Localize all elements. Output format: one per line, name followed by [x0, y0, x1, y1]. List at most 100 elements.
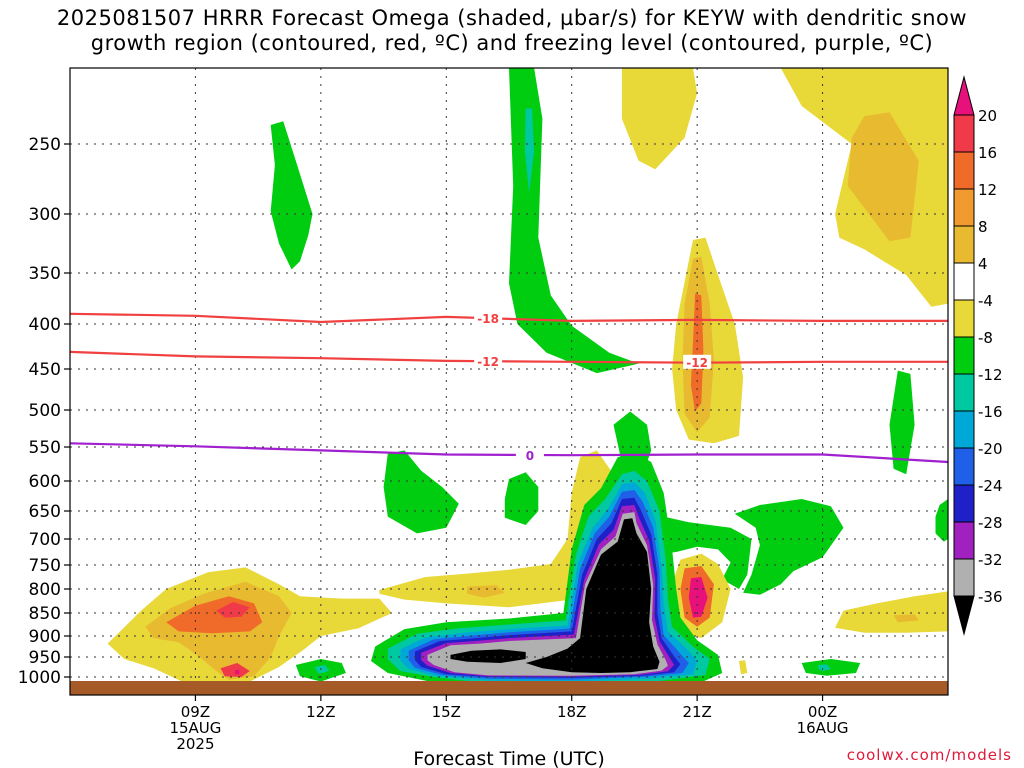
region-green-upper-left — [270, 121, 313, 270]
colorbar-label: -36 — [978, 588, 1003, 606]
y-tick-label: 900 — [29, 627, 61, 647]
contour-label-bg — [683, 354, 712, 369]
colorbar-bin — [953, 484, 975, 523]
region-teal-12z — [314, 665, 330, 674]
region-orange-right — [847, 112, 919, 242]
region-yellow-top — [621, 68, 698, 170]
y-tick-label: 250 — [29, 135, 61, 155]
y-tick-label: 700 — [29, 530, 61, 550]
region-red-left — [216, 602, 250, 618]
colorbar-label: 20 — [978, 107, 997, 125]
colorbar-bin — [953, 262, 975, 301]
region-green-right-band — [734, 499, 844, 595]
y-tick-label: 300 — [29, 205, 61, 225]
y-tick-label: 500 — [29, 401, 61, 421]
x-tick-label: 16AUG — [797, 719, 849, 737]
chart-title-line-1: 2025081507 HRRR Forecast Omega (shaded, … — [56, 6, 968, 30]
region-magenta-21z-low — [688, 577, 708, 618]
colorbar-label: -24 — [978, 477, 1003, 495]
region-green-column — [509, 68, 639, 374]
colorbar-label: -12 — [978, 366, 1003, 384]
colorbar-label: -4 — [978, 292, 993, 310]
temperature-contours: -18 -12 -12 0 — [70, 311, 948, 464]
y-tick-label: 550 — [29, 438, 61, 458]
credit-text: coolwx.com/models — [846, 746, 1012, 764]
region-green-mid — [504, 472, 539, 525]
region-orange-dots — [467, 585, 505, 598]
colorbar-bin — [953, 151, 975, 190]
x-tick-label: 21Z — [682, 703, 711, 721]
region-black-core — [525, 518, 660, 673]
x-tick-label: 12Z — [306, 703, 335, 721]
contour-line-3 — [70, 442, 948, 464]
y-tick-label: 750 — [29, 556, 61, 576]
colorbar-label: -28 — [978, 514, 1003, 532]
y-tick-label: 1000 — [18, 668, 61, 688]
region-magenta-left-low — [235, 669, 240, 675]
y-axis: 250 300 350 400 450 500 550 600 650 700 750 800 850 9… — [18, 135, 70, 688]
colorbar-label: 4 — [978, 255, 988, 273]
colorbar-bin — [953, 447, 975, 486]
y-tick-label: 350 — [29, 264, 61, 284]
x-tick-label: 09Z — [181, 703, 210, 721]
y-tick-label: 600 — [29, 472, 61, 492]
y-tick-label: 800 — [29, 580, 61, 600]
contour-label-bg — [474, 354, 503, 369]
x-axis-label: Forecast Time (UTC) — [413, 748, 604, 768]
region-yellow-right-low — [835, 591, 948, 633]
y-tick-label: 950 — [29, 648, 61, 668]
chart-title-line-2: growth region (contoured, red, ºC) and f… — [90, 31, 934, 55]
contour-label-bg — [474, 311, 503, 326]
colorbar-label: 12 — [978, 181, 997, 199]
colorbar-label: -8 — [978, 329, 993, 347]
region-teal-column — [524, 108, 535, 193]
colorbar-label: 8 — [978, 218, 988, 236]
colorbar-label: -16 — [978, 403, 1003, 421]
colorbar-bin — [953, 521, 975, 560]
colorbar-bin — [953, 373, 975, 412]
colorbar-bin — [953, 410, 975, 449]
region-green-right-mid — [889, 370, 915, 475]
x-tick-label: 18Z — [557, 703, 586, 721]
colorbar-bin — [953, 299, 975, 338]
contour-label-bg — [515, 447, 544, 462]
x-tick-label: 15AUG — [169, 719, 221, 737]
chart-title: 2025081507 HRRR Forecast Omega (shaded, … — [0, 6, 1024, 56]
x-tick-label: 15Z — [432, 703, 461, 721]
region-orange-right-low — [893, 614, 919, 623]
colorbar-label: -20 — [978, 440, 1003, 458]
region-deep-orange-21z — [690, 293, 704, 412]
y-tick-label: 650 — [29, 502, 61, 522]
contour-line-0 — [70, 312, 948, 324]
region-green-00z — [801, 659, 861, 676]
ground-strip — [70, 681, 948, 695]
region-teal-00z — [818, 664, 831, 671]
colorbar: 20 16 12 8 4 -4 -8 -12 -16 -20 -24 -28 -32 -36 — [953, 75, 1003, 636]
colorbar-bin — [953, 114, 975, 153]
contour-line-1 — [70, 350, 948, 364]
y-tick-label: 450 — [29, 360, 61, 380]
y-tick-label: 400 — [29, 315, 61, 335]
colorbar-bin — [953, 558, 975, 597]
plot-frame — [69, 67, 949, 696]
colorbar-bottom-arrow — [953, 595, 975, 636]
x-tick-label: 2025 — [176, 735, 214, 753]
region-green-mid-left — [383, 450, 459, 534]
contour-label: -12 — [477, 355, 499, 369]
contour-label: -12 — [686, 356, 708, 370]
region-black-left — [450, 649, 526, 663]
colorbar-bin — [953, 188, 975, 227]
colorbar-label: -32 — [978, 551, 1003, 569]
colorbar-bin — [953, 336, 975, 375]
y-tick-label: 850 — [29, 604, 61, 624]
omega-shading — [107, 68, 948, 688]
region-green-right-edge — [935, 499, 948, 542]
contour-label: -18 — [477, 312, 499, 326]
region-red-left-low — [220, 663, 250, 677]
contour-label: 0 — [526, 449, 534, 463]
region-yellow-21z-bot — [739, 660, 748, 675]
colorbar-top-arrow — [953, 75, 975, 116]
colorbar-bin — [953, 225, 975, 264]
